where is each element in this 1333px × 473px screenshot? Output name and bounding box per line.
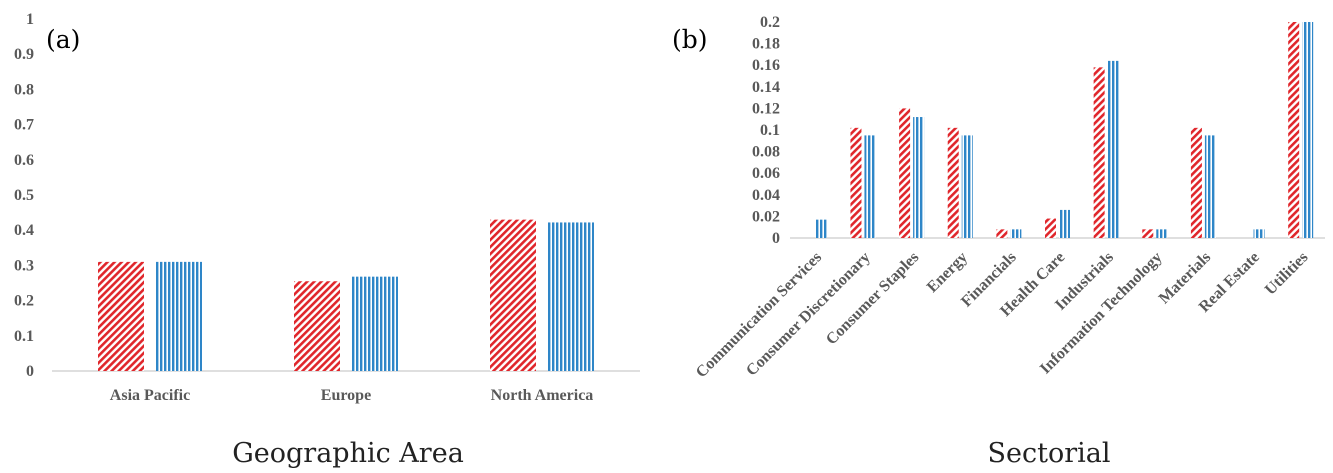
bar-series-1-north-america xyxy=(490,219,536,371)
bar-series-1-consumer-staples xyxy=(899,108,911,239)
y-tick-label: 0.14 xyxy=(752,79,780,96)
bar-series-1-industrials xyxy=(1093,67,1105,238)
bar-series-2-information-technology xyxy=(1156,229,1168,238)
y-tick-label: 0.02 xyxy=(752,208,780,225)
y-tick-label: 0.08 xyxy=(752,144,780,161)
bar-series-2-real-estate xyxy=(1253,229,1265,238)
bar-series-2-europe xyxy=(352,276,398,371)
panel-a-y-ticks: 0 0.1 0.2 0.3 0.4 0.5 0.6 0.7 0.8 0.9 1 xyxy=(14,11,34,380)
y-tick-label: 0.2 xyxy=(760,14,780,31)
bar-series-1-health-care xyxy=(1045,218,1056,238)
bar-series-1-energy xyxy=(947,127,959,238)
y-tick-label: 0.5 xyxy=(14,187,34,204)
y-tick-label: 0.06 xyxy=(752,165,780,182)
bar-series-2-financials xyxy=(1010,229,1022,238)
y-tick-label: 0.8 xyxy=(14,81,34,98)
panel-a: (a) 0 0.1 0.2 0.3 0.4 0.5 0.6 0.7 0.8 0.9 1 Asia P… xyxy=(14,11,640,469)
bar-series-2-industrials xyxy=(1107,60,1119,238)
panel-a-caption: Geographic Area xyxy=(232,438,464,469)
y-tick-label: 0.7 xyxy=(14,117,34,134)
y-tick-label: 0.12 xyxy=(752,100,780,117)
bar-series-1-utilities xyxy=(1288,22,1300,238)
y-tick-label: 1 xyxy=(26,11,34,28)
panel-a-label: (a) xyxy=(46,25,80,54)
x-tick-label: Europe xyxy=(321,387,371,404)
panel-b: (b) 0 0.02 0.04 0.06 0.08 0.1 0.12 0.14 0.16 0.18… xyxy=(672,14,1325,469)
y-tick-label: 0.1 xyxy=(14,328,34,345)
panel-b-bars xyxy=(815,22,1314,239)
bar-series-2-asia-pacific xyxy=(156,261,202,371)
bar-series-1-materials xyxy=(1190,127,1202,238)
y-tick-label: 0.18 xyxy=(752,36,780,53)
y-tick-label: 0.6 xyxy=(14,152,34,169)
y-tick-label: 0.4 xyxy=(14,222,34,239)
bar-series-2-north-america xyxy=(548,222,594,371)
x-tick-label: Utilities xyxy=(1262,249,1312,299)
y-tick-label: 0.3 xyxy=(14,257,34,274)
y-tick-label: 0.04 xyxy=(752,187,780,204)
bar-series-2-materials xyxy=(1204,135,1216,238)
bar-series-2-consumer-staples xyxy=(913,117,925,238)
y-tick-label: 0.9 xyxy=(14,46,34,63)
bar-series-1-consumer-discretionary xyxy=(850,127,862,238)
panel-b-caption: Sectorial xyxy=(988,438,1111,469)
x-tick-label: Asia Pacific xyxy=(110,387,190,404)
x-tick-label: Energy xyxy=(924,249,971,296)
y-tick-label: 0.16 xyxy=(752,57,780,74)
y-tick-label: 0.1 xyxy=(760,122,780,139)
bar-series-1-asia-pacific xyxy=(98,261,144,371)
bar-series-2-utilities xyxy=(1302,22,1314,238)
panel-a-x-ticks: Asia Pacific Europe North America xyxy=(110,387,594,404)
y-tick-label: 0 xyxy=(772,230,780,247)
bar-series-2-consumer-discretionary xyxy=(864,135,876,238)
bar-series-2-communication-services xyxy=(815,219,827,238)
bar-series-2-health-care xyxy=(1059,209,1070,238)
x-tick-label: North America xyxy=(491,387,594,404)
bar-series-1-financials xyxy=(996,229,1008,238)
panel-b-y-ticks: 0 0.02 0.04 0.06 0.08 0.1 0.12 0.14 0.16 0.18 0.2 xyxy=(752,14,780,247)
bar-series-1-europe xyxy=(294,281,340,371)
y-tick-label: 0.2 xyxy=(14,293,34,310)
x-tick-label: Consumer Staples xyxy=(823,249,923,349)
panel-b-label: (b) xyxy=(672,25,708,54)
panel-a-bars xyxy=(98,219,594,371)
bar-series-2-energy xyxy=(961,135,973,238)
y-tick-label: 0 xyxy=(26,363,34,380)
bar-series-1-information-technology xyxy=(1142,229,1154,238)
